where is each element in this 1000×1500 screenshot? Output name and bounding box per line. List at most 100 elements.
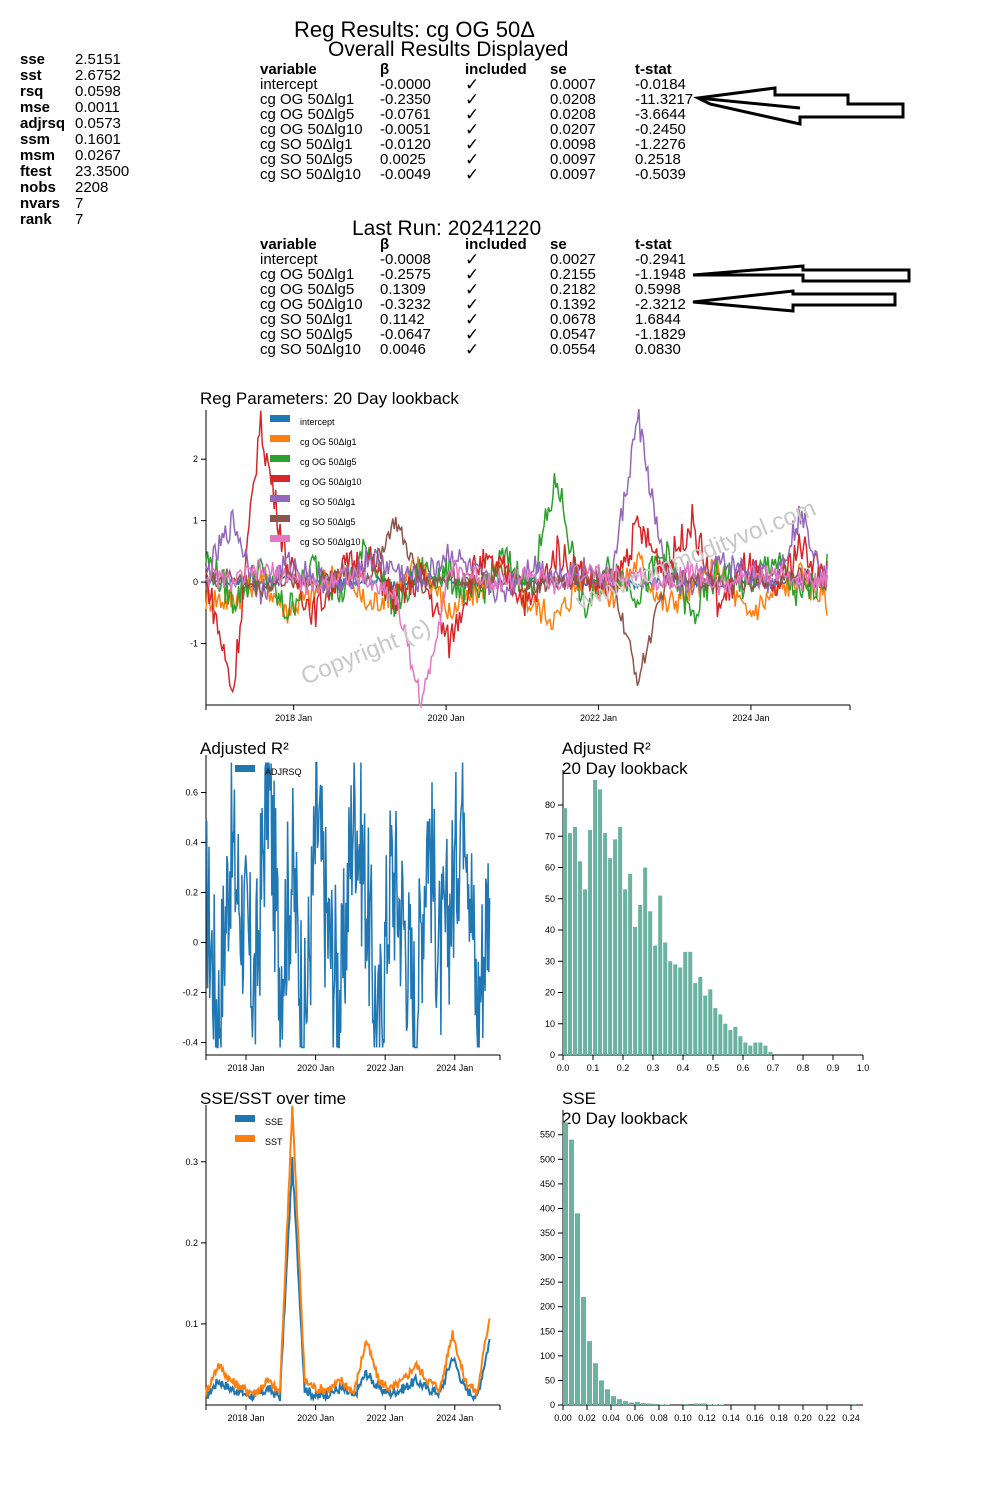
histogram-bar: [851, 1404, 856, 1405]
x-tick-label: 0.08: [650, 1413, 668, 1423]
stat-key: sst: [20, 67, 42, 84]
column-header: included: [465, 236, 527, 253]
series-line: [205, 558, 828, 709]
stat-key: msm: [20, 147, 56, 164]
table-cell: -1.2276: [635, 136, 686, 153]
histogram-bar: [628, 873, 633, 1055]
y-tick-label: 70: [545, 831, 555, 841]
y-tick-label: 0.3: [185, 1157, 198, 1167]
table-row: cg SO 50Δlg10 -0.0049 ✓ 0.0097 -0.5039: [260, 166, 725, 183]
histogram-bar: [588, 830, 593, 1055]
check-icon: ✓: [465, 295, 480, 314]
stat-key: ftest: [20, 163, 52, 180]
histogram-bar: [653, 945, 658, 1055]
check-icon: ✓: [465, 250, 480, 269]
table-row: cg SO 50Δlg1 0.1142 ✓ 0.0678 1.6844: [260, 310, 725, 329]
table-cell: 0.1309: [380, 281, 426, 298]
stat-row: ssm 0.1601: [20, 132, 129, 148]
x-tick-label: 2020 Jan: [428, 713, 465, 723]
histogram-bar: [653, 1404, 658, 1405]
stat-row: sst 2.6752: [20, 68, 129, 84]
table-cell: 0.1392: [550, 296, 596, 313]
series-line: [205, 1105, 491, 1399]
x-tick-label: 2024 Jan: [732, 713, 769, 723]
y-tick-label: 250: [540, 1277, 555, 1287]
column-header: β: [380, 236, 390, 253]
table-cell: -0.0008: [380, 251, 431, 268]
table-cell: -0.2575: [380, 266, 431, 283]
y-tick-label: 1: [193, 516, 198, 526]
stat-value: 0.1601: [75, 131, 121, 148]
table-cell: cg OG 50Δlg1: [260, 266, 355, 283]
table-row: cg SO 50Δlg5 -0.0647 ✓ 0.0547 -1.1829: [260, 326, 725, 343]
histogram-bar: [748, 1045, 753, 1055]
watermark: www.commodityvol.com Copyright (c): [297, 495, 820, 691]
table-cell: 0.5998: [635, 281, 681, 298]
check-icon: ✓: [465, 150, 480, 169]
histogram-bar: [643, 867, 648, 1055]
table-cell: 0.0097: [550, 151, 596, 168]
x-tick-label: 2020 Jan: [297, 1063, 334, 1073]
overall-title: Overall Results Displayed: [328, 38, 569, 61]
table-cell: 0.0025: [380, 151, 426, 168]
y-tick-label: 2: [193, 454, 198, 464]
x-tick-label: 2022 Jan: [367, 1063, 404, 1073]
table-row: cg OG 50Δlg5 0.1309 ✓ 0.2182 0.5998: [260, 281, 725, 298]
legend-label: cg OG 50Δlg10: [300, 477, 362, 487]
table-cell: cg SO 50Δlg5: [260, 151, 353, 168]
check-icon: ✓: [465, 310, 480, 329]
stat-key: adjrsq: [20, 115, 66, 132]
sse-histogram: 0 50 100 150 200 250 300 350 400 450 500 550 0.00 0.0…: [540, 1110, 863, 1423]
table-row: cg OG 50Δlg5 -0.0761 ✓ 0.0208 -3.6644: [260, 106, 725, 123]
histogram-bar: [713, 1008, 718, 1055]
table-cell: 0.0098: [550, 136, 596, 153]
x-tick-label: 0.9: [827, 1063, 840, 1073]
y-tick-label: 30: [545, 956, 555, 966]
table-cell: 0.0208: [550, 91, 596, 108]
y-tick-label: 50: [545, 1375, 555, 1385]
legend-swatch: [235, 1135, 255, 1142]
column-header: β: [380, 61, 390, 78]
legend-label: cg SO 50Δlg1: [300, 497, 356, 507]
histogram-bar: [605, 1389, 610, 1405]
table-cell: 0.0027: [550, 251, 596, 268]
stat-key: rsq: [20, 83, 44, 100]
stat-value: 2208: [75, 179, 109, 196]
x-tick-label: 0.02: [578, 1413, 596, 1423]
stat-row: sse 2.5151: [20, 52, 129, 68]
table-row: cg OG 50Δlg10 -0.0051 ✓ 0.0207 -0.2450: [260, 121, 725, 138]
table-cell: cg SO 50Δlg5: [260, 326, 353, 343]
legend-label: cg SO 50Δlg5: [300, 517, 356, 527]
chart-title-reg-params: Reg Parameters: 20 Day lookback: [200, 389, 459, 408]
table-cell: cg OG 50Δlg10: [260, 121, 363, 138]
histogram-bar: [581, 1296, 586, 1405]
histogram-bar: [599, 1380, 604, 1405]
stat-row: nobs 2208: [20, 180, 129, 196]
table-row: cg SO 50Δlg10 0.0046 ✓ 0.0554 0.0830: [260, 341, 725, 358]
table-cell: cg OG 50Δlg5: [260, 281, 355, 298]
histogram-bar: [733, 1026, 738, 1055]
histogram-bar: [638, 905, 643, 1055]
stat-value: 2.5151: [75, 51, 121, 68]
y-tick-label: 450: [540, 1179, 555, 1189]
x-tick-label: 2020 Jan: [297, 1413, 334, 1423]
histogram-bar: [598, 789, 603, 1055]
legend-swatch: [270, 495, 290, 502]
x-tick-label: 1.0: [857, 1063, 870, 1073]
stat-value: 0.0573: [75, 115, 121, 132]
x-tick-label: 2018 Jan: [227, 1063, 264, 1073]
histogram-bar: [648, 911, 653, 1055]
stat-key: nvars: [20, 195, 61, 212]
legend-label: intercept: [300, 417, 335, 427]
column-header: included: [465, 61, 527, 78]
table-cell: -0.2350: [380, 91, 431, 108]
legend-label: cg SO 50Δlg10: [300, 537, 361, 547]
y-tick-label: 300: [540, 1253, 555, 1263]
stat-value: 23.3500: [75, 163, 130, 180]
column-header: variable: [260, 61, 317, 78]
histogram-bar: [623, 889, 628, 1055]
table-cell: cg SO 50Δlg1: [260, 311, 353, 328]
stat-key: rank: [20, 211, 52, 228]
histogram-bar: [608, 858, 613, 1055]
y-tick-label: 10: [545, 1019, 555, 1029]
